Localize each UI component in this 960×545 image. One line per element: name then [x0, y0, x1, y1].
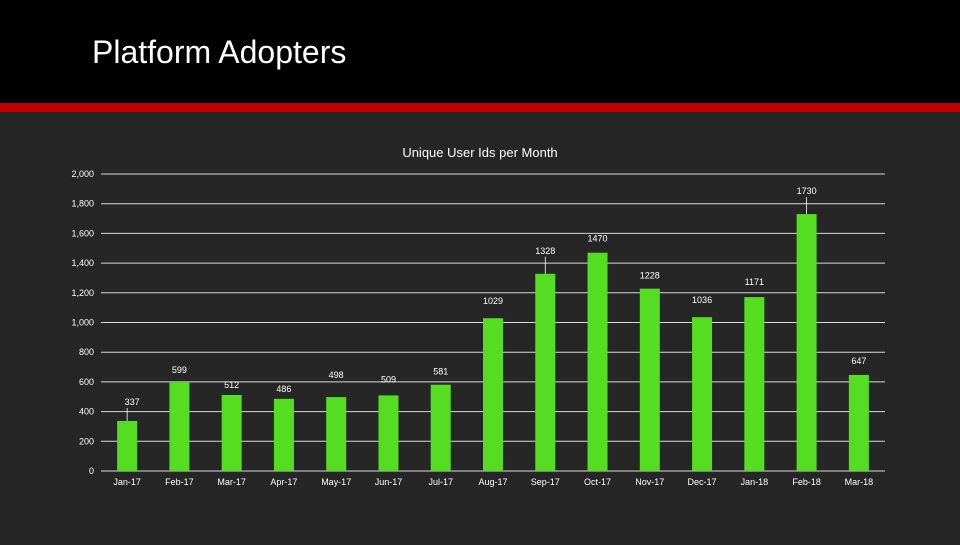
- bar: [587, 252, 608, 471]
- data-label: 1730: [797, 186, 817, 196]
- data-label: 337: [125, 397, 140, 407]
- x-tick-label: Jun-17: [375, 477, 403, 487]
- chart-container: Unique User Ids per Month 0 200 400 600 800 1…: [0, 112, 960, 540]
- bar: [848, 374, 869, 471]
- y-tick-label: 1,200: [71, 288, 94, 298]
- y-tick-label: 1,800: [71, 199, 94, 209]
- bar: [117, 420, 138, 471]
- data-label: 1470: [588, 234, 608, 244]
- x-tick-label: Oct-17: [584, 477, 611, 487]
- slide-title: Platform Adopters: [92, 34, 347, 70]
- bar: [221, 394, 242, 471]
- x-tick-label: Aug-17: [478, 477, 507, 487]
- data-label: 486: [276, 384, 291, 394]
- y-tick-label: 400: [79, 407, 94, 417]
- bar: [169, 382, 190, 471]
- data-label: 1029: [483, 296, 503, 306]
- x-tick-label: May-17: [321, 477, 351, 487]
- x-tick-label: Feb-18: [792, 477, 821, 487]
- data-label: 512: [224, 380, 239, 390]
- x-tick-label: Nov-17: [635, 477, 664, 487]
- bars: [117, 214, 869, 471]
- x-tick-label: Sep-17: [531, 477, 560, 487]
- bar: [535, 273, 556, 471]
- x-tick-label: Jul-17: [428, 477, 453, 487]
- bar-chart: Unique User Ids per Month 0 200 400 600 800 1…: [71, 145, 885, 487]
- data-label: 1036: [692, 295, 712, 305]
- bar: [796, 214, 817, 471]
- bar: [639, 288, 660, 471]
- bar: [273, 398, 294, 471]
- data-label: 509: [381, 374, 396, 384]
- bar: [692, 317, 713, 471]
- data-label: 581: [433, 367, 448, 377]
- y-tick-label: 1,000: [71, 318, 94, 328]
- chart-title: Unique User Ids per Month: [402, 145, 557, 160]
- bar: [744, 297, 765, 471]
- x-axis-ticks: Jan-17 Feb-17 Mar-17 Apr-17 May-17 Jun-17 Jul-…: [113, 477, 873, 487]
- data-label: 498: [329, 370, 344, 380]
- bar: [378, 395, 399, 471]
- y-tick-label: 2,000: [71, 169, 94, 179]
- y-tick-label: 800: [79, 347, 94, 357]
- y-tick-label: 1,400: [71, 258, 94, 268]
- data-labels: 337 599 512 486 498 509 581 1029 1328 1470 1228 103…: [125, 186, 867, 407]
- x-tick-label: Dec-17: [688, 477, 717, 487]
- data-label: 1171: [745, 277, 764, 287]
- bar: [326, 397, 347, 471]
- y-axis-ticks: 0 200 400 600 800 1,000 1,200 1,400 1,600 1,800 2,…: [71, 169, 94, 476]
- bar: [483, 318, 503, 471]
- data-label: 599: [172, 365, 187, 375]
- x-tick-label: Jan-18: [741, 477, 769, 487]
- data-label: 1328: [535, 246, 555, 256]
- data-label: 647: [851, 356, 866, 366]
- y-tick-label: 0: [89, 466, 94, 476]
- y-tick-label: 600: [79, 377, 94, 387]
- data-label: 1228: [640, 271, 660, 281]
- x-tick-label: Feb-17: [165, 477, 194, 487]
- label-leaders: [126, 197, 807, 421]
- x-tick-label: Mar-17: [217, 477, 246, 487]
- bar: [430, 384, 451, 471]
- x-tick-label: Mar-18: [845, 477, 874, 487]
- slide-header: Platform Adopters: [0, 0, 960, 103]
- y-tick-label: 200: [79, 436, 94, 446]
- x-tick-label: Jan-17: [113, 477, 141, 487]
- x-tick-label: Apr-17: [270, 477, 297, 487]
- accent-bar: [0, 103, 960, 112]
- y-tick-label: 1,600: [71, 228, 94, 238]
